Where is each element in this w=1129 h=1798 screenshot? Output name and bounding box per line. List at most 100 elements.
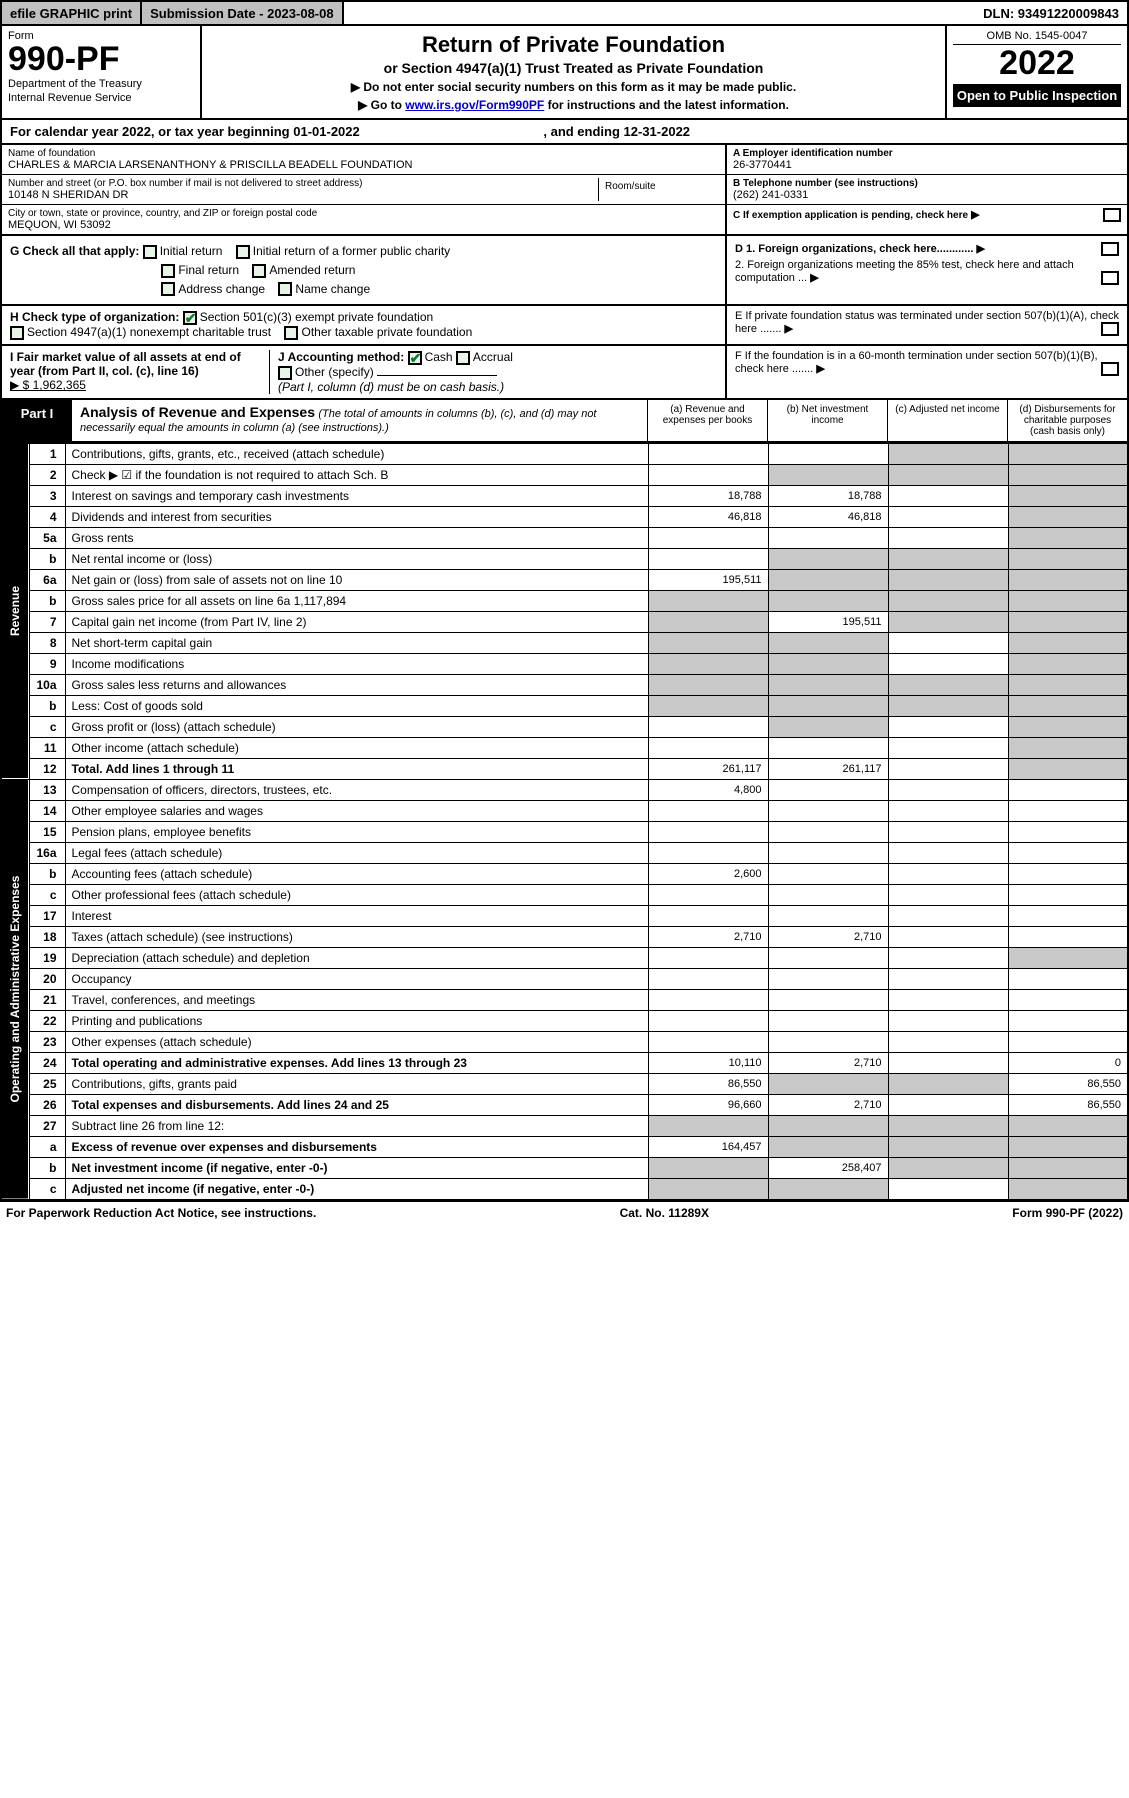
table-row: 4Dividends and interest from securities4…	[1, 506, 1128, 527]
cell-col-c	[888, 590, 1008, 611]
line-description: Subtract line 26 from line 12:	[65, 1115, 648, 1136]
line-number: b	[29, 548, 65, 569]
check-addr-change[interactable]: Address change	[161, 282, 265, 297]
j-note: (Part I, column (d) must be on cash basi…	[278, 380, 504, 394]
table-row: cOther professional fees (attach schedul…	[1, 884, 1128, 905]
cell-col-b	[768, 800, 888, 821]
line-number: 23	[29, 1031, 65, 1052]
c-checkbox[interactable]	[1103, 208, 1121, 222]
table-row: 12Total. Add lines 1 through 11261,11726…	[1, 758, 1128, 779]
cell-col-a: 195,511	[648, 569, 768, 590]
check-initial-former[interactable]: Initial return of a former public charit…	[236, 244, 450, 259]
cell-col-d: 86,550	[1008, 1073, 1128, 1094]
check-name-change[interactable]: Name change	[278, 282, 370, 297]
line-number: c	[29, 1178, 65, 1200]
cell-col-b	[768, 632, 888, 653]
check-501c3[interactable]: Section 501(c)(3) exempt private foundat…	[183, 310, 433, 324]
g-label: G Check all that apply:	[10, 244, 139, 258]
cell-col-c	[888, 989, 1008, 1010]
form-header: Form 990-PF Department of the Treasury I…	[0, 26, 1129, 120]
table-row: bLess: Cost of goods sold	[1, 695, 1128, 716]
d2-label: 2. Foreign organizations meeting the 85%…	[735, 259, 1074, 284]
line-number: 20	[29, 968, 65, 989]
table-row: bAccounting fees (attach schedule)2,600	[1, 863, 1128, 884]
i-value: ▶ $ 1,962,365	[10, 378, 86, 392]
d2-checkbox[interactable]	[1101, 271, 1119, 285]
cell-col-b	[768, 695, 888, 716]
check-amended[interactable]: Amended return	[252, 263, 355, 278]
check-cash[interactable]: Cash	[408, 350, 453, 364]
cell-col-a	[648, 716, 768, 737]
e-checkbox[interactable]	[1101, 322, 1119, 336]
line-description: Contributions, gifts, grants, etc., rece…	[65, 443, 648, 464]
table-row: cGross profit or (loss) (attach schedule…	[1, 716, 1128, 737]
cell-col-b	[768, 653, 888, 674]
cell-col-a	[648, 1157, 768, 1178]
line-description: Total expenses and disbursements. Add li…	[65, 1094, 648, 1115]
part1-title: Analysis of Revenue and Expenses	[80, 404, 315, 420]
cell-col-c	[888, 548, 1008, 569]
line-description: Occupancy	[65, 968, 648, 989]
expenses-side-label: Operating and Administrative Expenses	[1, 779, 29, 1200]
cell-col-a: 164,457	[648, 1136, 768, 1157]
cell-col-a	[648, 947, 768, 968]
table-row: 3Interest on savings and temporary cash …	[1, 485, 1128, 506]
table-row: 21Travel, conferences, and meetings	[1, 989, 1128, 1010]
cell-col-c	[888, 506, 1008, 527]
arrow-icon: ▶	[810, 272, 818, 284]
check-other-taxable[interactable]: Other taxable private foundation	[284, 325, 472, 339]
name-label: Name of foundation	[8, 148, 719, 159]
arrow-icon: ▶	[785, 323, 793, 335]
omb-number: OMB No. 1545-0047	[953, 30, 1121, 45]
form-link[interactable]: www.irs.gov/Form990PF	[405, 98, 544, 112]
submission-date: Submission Date - 2023-08-08	[142, 2, 344, 24]
room-cell: Room/suite	[599, 178, 719, 201]
cell-col-b	[768, 464, 888, 485]
check-final[interactable]: Final return	[161, 263, 239, 278]
cal-end: 12-31-2022	[624, 124, 691, 139]
f-label: F If the foundation is in a 60-month ter…	[735, 350, 1098, 375]
cal-begin: 01-01-2022	[293, 124, 360, 139]
cell-col-c	[888, 485, 1008, 506]
cell-col-a	[648, 905, 768, 926]
calendar-year-row: For calendar year 2022, or tax year begi…	[0, 120, 1129, 145]
name-cell: Name of foundation CHARLES & MARCIA LARS…	[2, 145, 725, 175]
cell-col-b	[768, 737, 888, 758]
cell-col-b	[768, 968, 888, 989]
d1-checkbox[interactable]	[1101, 242, 1119, 256]
cell-col-b: 261,117	[768, 758, 888, 779]
table-row: 23Other expenses (attach schedule)	[1, 1031, 1128, 1052]
line-description: Other income (attach schedule)	[65, 737, 648, 758]
table-row: cAdjusted net income (if negative, enter…	[1, 1178, 1128, 1200]
cell-col-b: 258,407	[768, 1157, 888, 1178]
cell-col-b	[768, 947, 888, 968]
cell-col-c	[888, 611, 1008, 632]
f-checkbox[interactable]	[1101, 362, 1119, 376]
c-label: C If exemption application is pending, c…	[733, 210, 968, 221]
phone: (262) 241-0331	[733, 189, 1121, 201]
table-row: 24Total operating and administrative exp…	[1, 1052, 1128, 1073]
cell-col-b	[768, 842, 888, 863]
cell-col-a	[648, 884, 768, 905]
line-number: c	[29, 884, 65, 905]
g-checks: G Check all that apply: Initial return I…	[2, 236, 727, 304]
check-other-method[interactable]: Other (specify)	[278, 365, 374, 379]
line-number: 16a	[29, 842, 65, 863]
line-number: 27	[29, 1115, 65, 1136]
cell-col-d	[1008, 758, 1128, 779]
check-initial[interactable]: Initial return	[143, 244, 223, 259]
line-number: 6a	[29, 569, 65, 590]
table-row: 9Income modifications	[1, 653, 1128, 674]
cell-col-c	[888, 926, 1008, 947]
line-description: Other expenses (attach schedule)	[65, 1031, 648, 1052]
cell-col-d	[1008, 590, 1128, 611]
check-accrual[interactable]: Accrual	[456, 350, 513, 364]
efile-label[interactable]: efile GRAPHIC print	[2, 2, 142, 24]
cell-col-a	[648, 611, 768, 632]
check-4947[interactable]: Section 4947(a)(1) nonexempt charitable …	[10, 325, 271, 339]
cell-col-c	[888, 1115, 1008, 1136]
cell-col-d	[1008, 779, 1128, 800]
cell-col-d	[1008, 1031, 1128, 1052]
cell-col-d	[1008, 905, 1128, 926]
cell-col-d	[1008, 863, 1128, 884]
